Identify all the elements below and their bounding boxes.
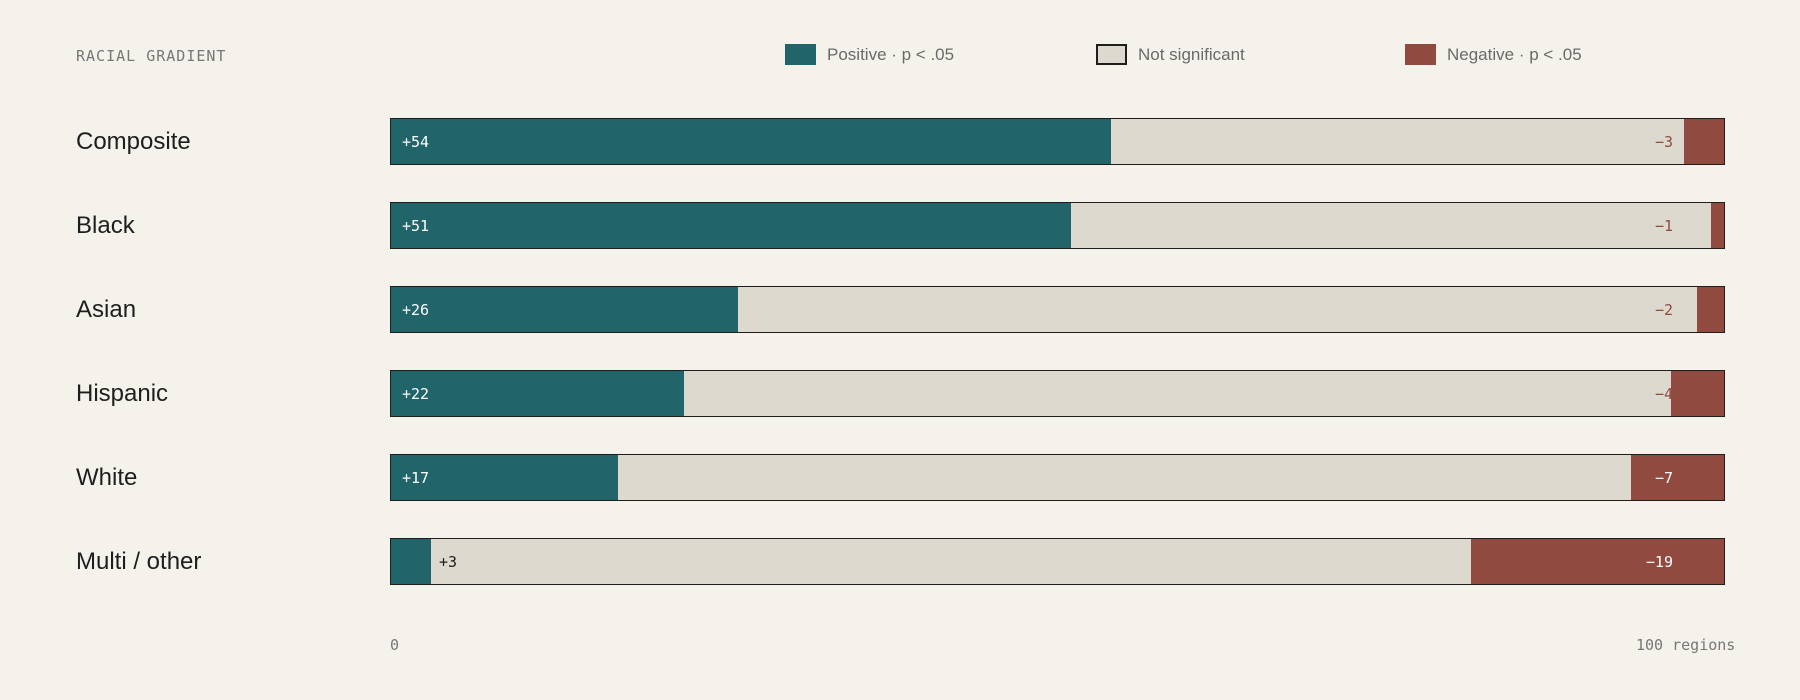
negative-value-label: −1 bbox=[1654, 216, 1673, 235]
legend-item-not-significant: Not significant bbox=[1096, 44, 1245, 65]
negative-value-label: −7 bbox=[1654, 468, 1673, 487]
negative-value-label: −3 bbox=[1654, 132, 1673, 151]
panel-title: RACIAL GRADIENT bbox=[76, 47, 227, 65]
row-label-hispanic: Hispanic bbox=[76, 380, 169, 407]
bar-segment-negative bbox=[1630, 455, 1724, 500]
row-label-composite: Composite bbox=[76, 128, 191, 155]
negative-value-label: −19 bbox=[1645, 552, 1673, 571]
bar-segment-positive bbox=[391, 455, 618, 500]
positive-value-label: +54 bbox=[402, 132, 430, 151]
bar-hispanic: +22 −4 bbox=[390, 370, 1725, 417]
legend-label-positive: Positive · p < .05 bbox=[827, 44, 955, 64]
bar-segment-positive bbox=[391, 203, 1071, 248]
bar-segment-negative bbox=[1710, 203, 1724, 248]
positive-value-label: +51 bbox=[402, 216, 430, 235]
legend-swatch-not-significant bbox=[1096, 44, 1127, 65]
legend-label-negative: Negative · p < .05 bbox=[1447, 44, 1582, 64]
bar-segment-positive bbox=[391, 371, 685, 416]
bar-segment-negative bbox=[1697, 287, 1724, 332]
bar-white: +17 −7 bbox=[390, 454, 1725, 501]
bar-composite: +54 −3 bbox=[390, 118, 1725, 165]
positive-value-label: +22 bbox=[402, 384, 430, 403]
row-label-asian: Asian bbox=[76, 296, 137, 323]
legend-label-not-significant: Not significant bbox=[1138, 44, 1245, 64]
bar-asian: +26 −2 bbox=[390, 286, 1725, 333]
positive-value-label: +3 bbox=[438, 552, 458, 571]
row-label-black: Black bbox=[76, 212, 135, 239]
bar-segment-negative bbox=[1670, 371, 1724, 416]
legend: Positive · p < .05 Not significant Negat… bbox=[0, 44, 1800, 68]
axis-min-label: 0 bbox=[390, 636, 400, 654]
legend-swatch-positive bbox=[785, 44, 816, 65]
bar-segment-negative bbox=[1684, 119, 1724, 164]
legend-item-positive: Positive · p < .05 bbox=[785, 44, 954, 65]
bar-segment-positive bbox=[391, 287, 738, 332]
legend-swatch-negative bbox=[1405, 44, 1436, 65]
bar-segment-positive bbox=[391, 539, 431, 584]
row-label-white: White bbox=[76, 464, 138, 491]
bar-segment-positive bbox=[391, 119, 1111, 164]
negative-value-label: −2 bbox=[1654, 300, 1673, 319]
negative-value-label: −4 bbox=[1654, 384, 1673, 403]
legend-item-negative: Negative · p < .05 bbox=[1405, 44, 1582, 65]
positive-value-label: +17 bbox=[402, 468, 430, 487]
positive-value-label: +26 bbox=[402, 300, 430, 319]
axis-max-label: 100 regions bbox=[1636, 636, 1736, 654]
bar-multi-other: +3 −19 bbox=[390, 538, 1725, 585]
row-label-multi-other: Multi / other bbox=[76, 548, 202, 575]
bar-segment-negative bbox=[1470, 539, 1724, 584]
bar-black: +51 −1 bbox=[390, 202, 1725, 249]
